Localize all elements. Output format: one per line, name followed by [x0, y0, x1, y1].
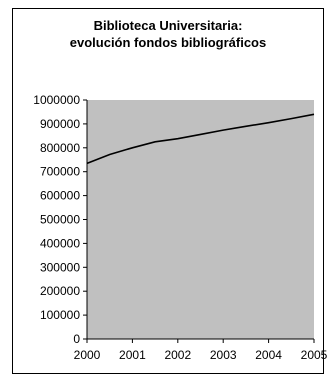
x-tick-label: 2003 — [210, 348, 237, 362]
x-tick-label: 2004 — [255, 348, 282, 362]
y-tick-label: 0 — [73, 332, 80, 346]
y-tick-label: 600000 — [40, 189, 80, 203]
y-tick-label: 800000 — [40, 141, 80, 155]
y-tick-label: 700000 — [40, 165, 80, 179]
x-axis: 2000 2001 2002 2003 2004 2005 — [74, 338, 328, 362]
x-tick-label: 2002 — [164, 348, 191, 362]
y-axis: 0 100000 200000 300000 400000 500000 600000 700… — [33, 93, 88, 346]
chart-title: Biblioteca Universitaria: — [93, 18, 243, 33]
y-tick-label: 400000 — [40, 236, 80, 250]
y-tick-label: 900000 — [40, 117, 80, 131]
plot-area — [87, 100, 314, 339]
series-line — [86, 113, 315, 165]
y-tick-label: 500000 — [40, 213, 80, 227]
chart-title-block: Biblioteca Universitaria: evolución fond… — [12, 17, 324, 51]
x-tick-label: 2005 — [301, 348, 328, 362]
y-tick-label: 100000 — [40, 308, 80, 322]
y-tick-label: 1000000 — [33, 93, 80, 107]
y-tick-label: 300000 — [40, 260, 80, 274]
x-tick-label: 2001 — [119, 348, 146, 362]
y-tick-label: 200000 — [40, 284, 80, 298]
chart-subtitle: evolución fondos bibliográficos — [69, 35, 267, 50]
x-tick-label: 2000 — [74, 348, 101, 362]
